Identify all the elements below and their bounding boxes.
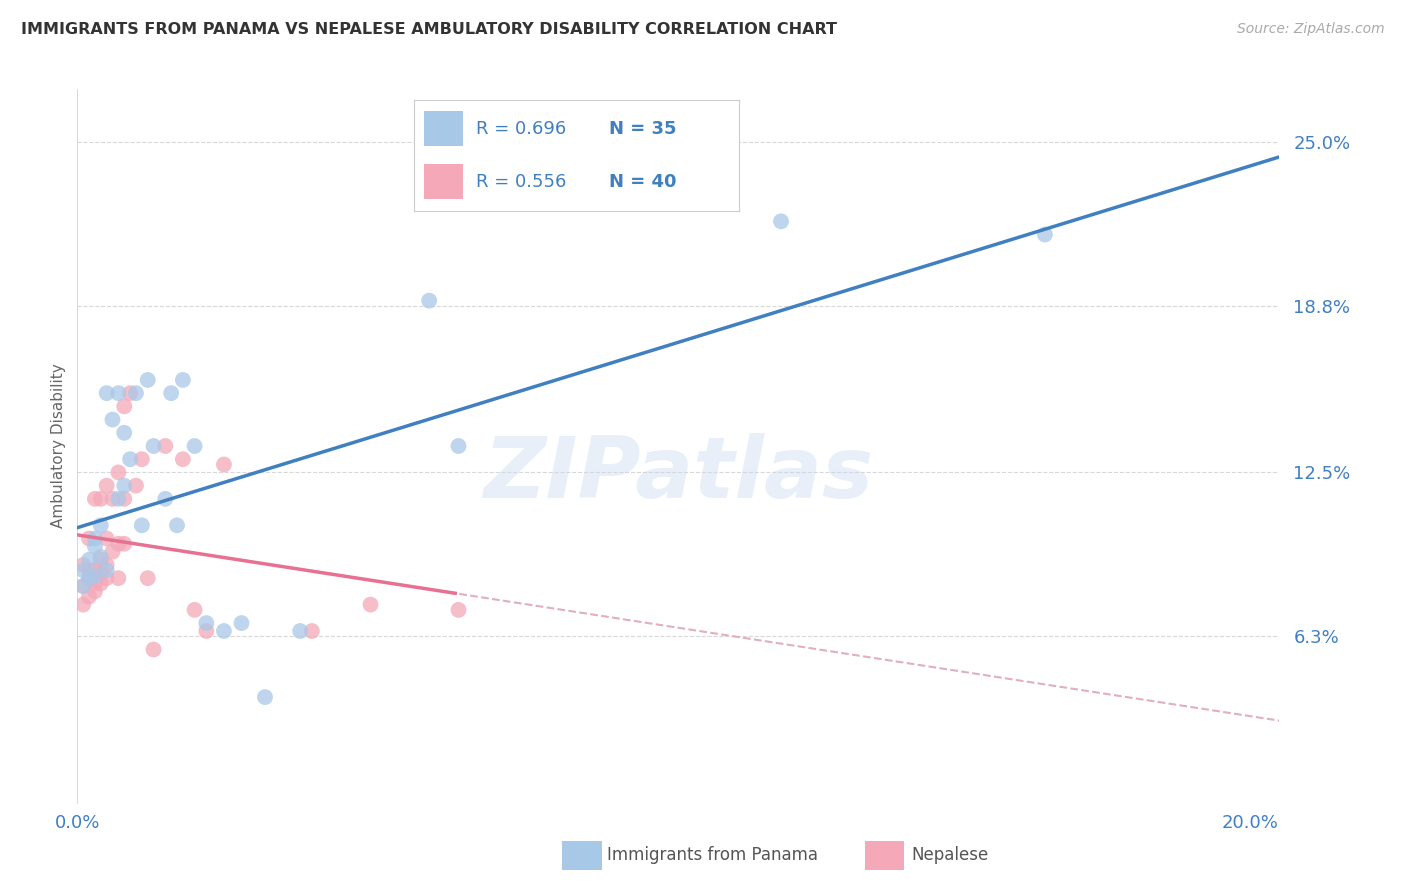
Point	[72, 558, 94, 572]
Point	[84, 532, 107, 546]
Point	[253, 690, 276, 704]
Point	[90, 566, 112, 580]
Point	[112, 400, 135, 414]
Point	[112, 491, 135, 506]
Point	[131, 452, 153, 467]
Point	[84, 563, 107, 577]
Point	[769, 214, 792, 228]
Point	[72, 563, 94, 577]
Point	[120, 452, 142, 467]
Point	[72, 598, 94, 612]
Point	[84, 568, 107, 582]
Point	[77, 532, 100, 546]
Point	[107, 537, 129, 551]
Point	[172, 373, 194, 387]
Point	[301, 624, 323, 638]
Point	[77, 571, 100, 585]
Point	[155, 439, 177, 453]
Text: Source: ZipAtlas.com: Source: ZipAtlas.com	[1237, 22, 1385, 37]
Point	[212, 458, 235, 472]
Point	[447, 603, 470, 617]
Point	[77, 590, 100, 604]
Point	[84, 491, 107, 506]
Point	[1033, 227, 1056, 242]
Point	[183, 603, 205, 617]
Point	[96, 478, 118, 492]
Point	[142, 642, 165, 657]
Point	[84, 540, 107, 554]
Point	[195, 616, 218, 631]
Point	[288, 624, 311, 638]
Point	[84, 576, 107, 591]
Point	[96, 532, 118, 546]
Point	[90, 576, 112, 591]
Text: Nepalese: Nepalese	[911, 847, 988, 864]
Point	[142, 439, 165, 453]
Point	[136, 571, 159, 585]
Point	[360, 598, 382, 612]
Point	[107, 491, 129, 506]
Point	[112, 478, 135, 492]
Point	[136, 373, 159, 387]
Point	[160, 386, 183, 401]
Point	[77, 552, 100, 566]
Point	[90, 491, 112, 506]
Point	[447, 439, 470, 453]
Point	[107, 386, 129, 401]
Point	[131, 518, 153, 533]
Point	[125, 478, 148, 492]
Point	[418, 293, 440, 308]
Point	[72, 579, 94, 593]
Point	[90, 549, 112, 564]
Point	[101, 545, 124, 559]
Point	[107, 571, 129, 585]
Point	[212, 624, 235, 638]
Point	[195, 624, 218, 638]
Text: ZIPatlas: ZIPatlas	[484, 433, 873, 516]
Point	[90, 552, 112, 566]
Point	[120, 386, 142, 401]
Point	[96, 571, 118, 585]
Point	[125, 386, 148, 401]
Point	[112, 425, 135, 440]
Point	[96, 558, 118, 572]
Text: Immigrants from Panama: Immigrants from Panama	[607, 847, 818, 864]
Point	[77, 571, 100, 585]
Point	[172, 452, 194, 467]
Text: IMMIGRANTS FROM PANAMA VS NEPALESE AMBULATORY DISABILITY CORRELATION CHART: IMMIGRANTS FROM PANAMA VS NEPALESE AMBUL…	[21, 22, 837, 37]
Point	[96, 563, 118, 577]
Point	[72, 579, 94, 593]
Point	[231, 616, 253, 631]
Point	[96, 386, 118, 401]
Point	[84, 584, 107, 599]
Point	[166, 518, 188, 533]
Point	[107, 466, 129, 480]
Point	[90, 518, 112, 533]
Point	[77, 563, 100, 577]
Point	[101, 491, 124, 506]
Point	[112, 537, 135, 551]
Y-axis label: Ambulatory Disability: Ambulatory Disability	[51, 364, 66, 528]
Point	[155, 491, 177, 506]
Point	[183, 439, 205, 453]
Point	[101, 412, 124, 426]
